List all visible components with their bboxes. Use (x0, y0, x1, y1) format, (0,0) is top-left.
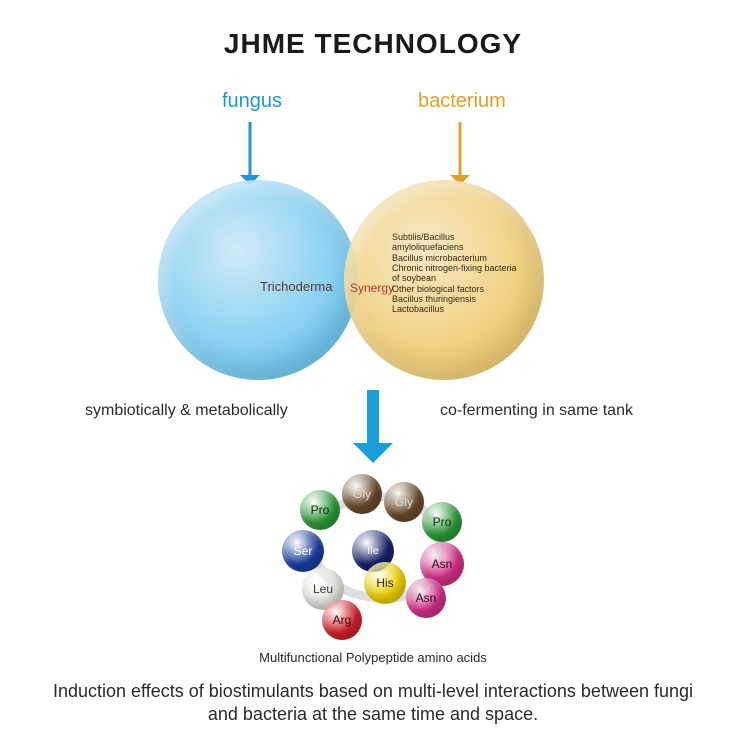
bacterium-list-item: amyloliquefaciens (392, 242, 517, 252)
amino-acid-his: His (364, 562, 406, 604)
amino-acid-arg: Arg (322, 600, 362, 640)
bacterium-list-item: Lactobacillus (392, 304, 517, 314)
amino-acid-gly: Gly (342, 474, 382, 514)
molecule-caption: Multifunctional Polypeptide amino acids (0, 650, 746, 665)
bacterium-list-item: of soybean (392, 273, 517, 283)
amino-acid-ser: Ser (282, 530, 324, 572)
coferment-label: co-fermenting in same tank (440, 402, 633, 420)
bacterium-list-item: Subtilis/Bacillus (392, 232, 517, 242)
page-title: JHME TECHNOLOGY (0, 28, 746, 60)
bacterium-list-item: Bacillus microbacterium (392, 253, 517, 263)
amino-acid-pro: Pro (300, 490, 340, 530)
bacterium-list-item: Bacillus thuringiensis (392, 294, 517, 304)
amino-acid-gly: Gly (384, 482, 424, 522)
amino-acid-pro: Pro (422, 502, 462, 542)
bacterium-list-item: Other biological factors (392, 284, 517, 294)
bacterium-list-item: Chronic nitrogen-fixing bacteria (392, 263, 517, 273)
arrow-left-icon (238, 120, 262, 189)
amino-acid-molecule: ProGlyGlyProSerIleAsnLeuHisAsnArg (260, 460, 490, 620)
arrow-right-icon (448, 120, 472, 189)
bacterium-list: Subtilis/BacillusamyloliquefaciensBacill… (392, 232, 517, 315)
fungus-label: fungus (222, 90, 282, 113)
synergy-label: Synergy (350, 282, 394, 296)
bacterium-label: bacterium (418, 90, 506, 113)
symbiotic-label: symbiotically & metabolically (85, 402, 288, 420)
trichoderma-label: Trichoderma (260, 280, 332, 295)
amino-acid-asn: Asn (406, 578, 446, 618)
arrow-center-icon (351, 388, 395, 467)
footer-text: Induction effects of biostimulants based… (0, 680, 746, 727)
